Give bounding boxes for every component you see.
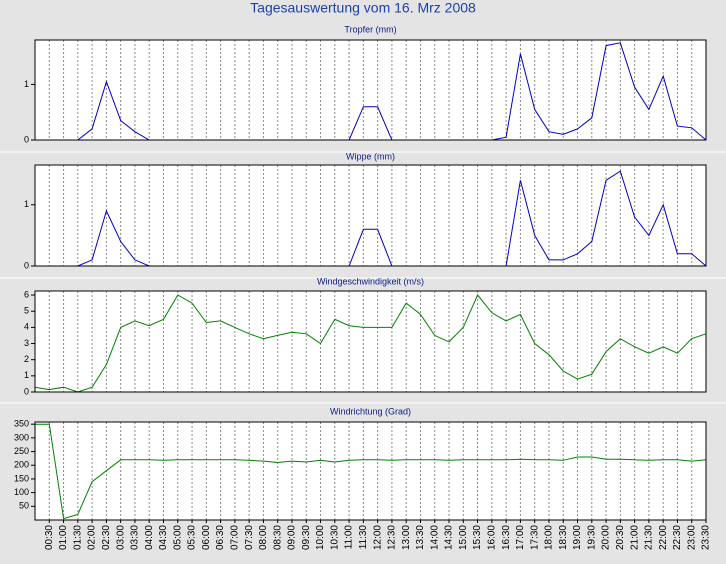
x-tick-label: 12:00 <box>372 525 383 550</box>
plot-area <box>35 291 706 392</box>
y-tick-label: 4 <box>24 322 29 332</box>
x-tick-label: 11:00 <box>344 525 355 550</box>
y-tick-label: 5 <box>24 306 29 316</box>
x-tick-label: 20:30 <box>615 525 626 550</box>
y-tick-label: 1 <box>24 370 29 380</box>
x-tick-label: 03:00 <box>115 525 126 550</box>
x-tick-label: 22:00 <box>658 525 669 550</box>
panel-title: Windgeschwindigkeit (m/s) <box>317 276 424 286</box>
x-tick-label: 13:30 <box>415 525 426 550</box>
data-line <box>35 42 707 141</box>
x-tick-label: 01:00 <box>58 525 69 550</box>
y-tick-label: 150 <box>14 473 29 483</box>
y-tick-label: 1 <box>24 199 29 209</box>
plot-frame <box>34 421 707 521</box>
plot-area <box>35 165 706 266</box>
panel-title: Wippe (mm) <box>346 151 395 161</box>
x-tick-label: 08:30 <box>272 525 283 550</box>
y-tick-label: 0 <box>24 386 29 396</box>
x-tick-label: 13:00 <box>401 525 412 550</box>
x-tick-label: 03:30 <box>130 525 141 550</box>
y-tick-label: 200 <box>14 460 29 470</box>
y-tick-label: 6 <box>24 289 29 299</box>
x-tick-label: 14:00 <box>429 525 440 550</box>
plot-frame <box>34 290 707 393</box>
y-tick-label: 300 <box>14 432 29 442</box>
plot-area <box>35 422 706 520</box>
x-tick-label: 11:30 <box>358 525 369 550</box>
x-tick-label: 05:00 <box>172 525 183 550</box>
data-line <box>35 170 707 267</box>
x-tick-label: 21:30 <box>644 525 655 550</box>
x-tick-label: 07:30 <box>244 525 255 550</box>
y-tick-label: 0 <box>24 260 29 270</box>
x-tick-label: 10:30 <box>329 525 340 550</box>
x-tick-label: 02:00 <box>87 525 98 550</box>
x-tick-label: 09:00 <box>287 525 298 550</box>
x-tick-label: 09:30 <box>301 525 312 550</box>
x-tick-label: 00:30 <box>44 525 55 550</box>
y-tick-label: 250 <box>14 446 29 456</box>
x-tick-label: 15:00 <box>458 525 469 550</box>
y-tick-label: 3 <box>24 338 29 348</box>
y-tick-label: 100 <box>14 487 29 497</box>
x-tick-label: 04:30 <box>158 525 169 550</box>
data-line <box>34 294 707 393</box>
plot-area <box>35 40 706 140</box>
x-tick-label: 10:00 <box>315 525 326 550</box>
y-tick-label: 350 <box>14 419 29 429</box>
x-tick-label: 19:30 <box>586 525 597 550</box>
x-tick-label: 20:00 <box>601 525 612 550</box>
x-tick-label: 16:30 <box>501 525 512 550</box>
x-tick-label: 23:00 <box>686 525 697 550</box>
x-tick-label: 23:30 <box>701 525 712 550</box>
panel-title: Windrichtung (Grad) <box>330 406 411 416</box>
x-tick-label: 05:30 <box>187 525 198 550</box>
panel-title: Tropfer (mm) <box>344 24 396 34</box>
x-tick-label: 15:30 <box>472 525 483 550</box>
x-tick-label: 02:30 <box>101 525 112 550</box>
y-tick-label: 1 <box>24 79 29 89</box>
data-line <box>35 423 707 520</box>
y-tick-label: 2 <box>24 354 29 364</box>
x-tick-label: 12:30 <box>387 525 398 550</box>
x-tick-label: 06:30 <box>215 525 226 550</box>
x-tick-label: 08:00 <box>258 525 269 550</box>
x-tick-label: 19:00 <box>572 525 583 550</box>
x-tick-label: 21:00 <box>629 525 640 550</box>
y-tick-label: 0 <box>24 134 29 144</box>
x-tick-label: 22:30 <box>672 525 683 550</box>
page-title: Tagesauswertung vom 16. Mrz 2008 <box>250 0 476 16</box>
x-tick-label: 14:30 <box>444 525 455 550</box>
x-tick-label: 18:00 <box>544 525 555 550</box>
x-tick-label: 17:00 <box>515 525 526 550</box>
x-tick-label: 04:00 <box>144 525 155 550</box>
x-tick-label: 06:00 <box>201 525 212 550</box>
x-tick-label: 01:30 <box>72 525 83 550</box>
plot-frame <box>34 39 707 141</box>
x-tick-label: 07:00 <box>230 525 241 550</box>
y-tick-label: 50 <box>19 501 29 511</box>
x-tick-label: 16:00 <box>486 525 497 550</box>
x-tick-label: 18:30 <box>558 525 569 550</box>
plot-frame <box>34 164 707 267</box>
x-tick-label: 17:30 <box>529 525 540 550</box>
